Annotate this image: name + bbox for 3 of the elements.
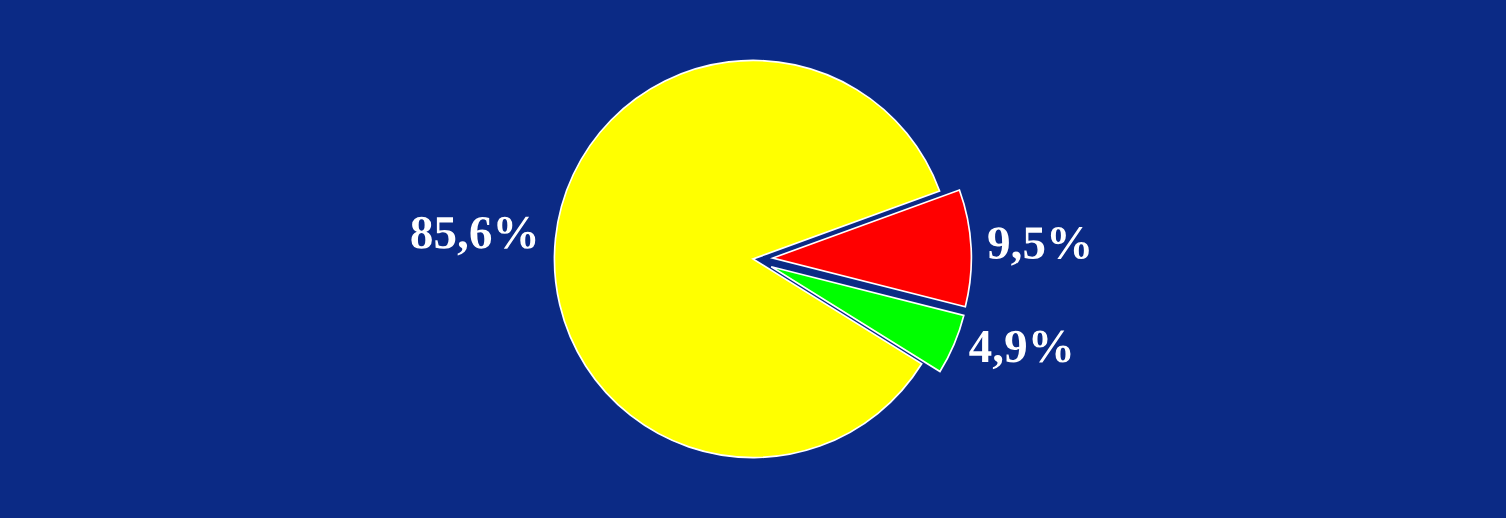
- data-label: 9,5%: [988, 227, 1089, 266]
- data-label: 85,6%: [411, 216, 536, 256]
- data-label: 4,9%: [969, 330, 1071, 370]
